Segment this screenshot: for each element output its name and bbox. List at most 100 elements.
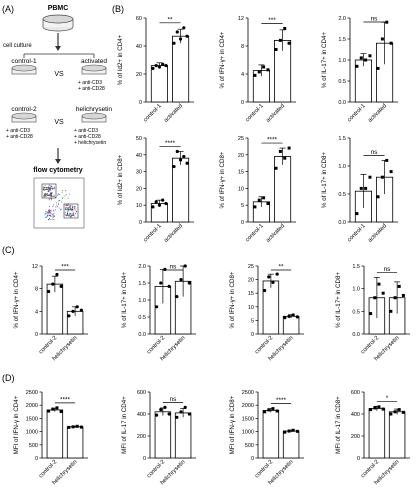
y-tick-label: 1.0 (138, 298, 146, 304)
y-tick-label: 10 (248, 305, 254, 311)
data-point (381, 407, 385, 411)
flow-dot (70, 214, 72, 216)
flow-dot (72, 210, 74, 212)
helichrysetin-note-1: + anti-CD3 (74, 128, 98, 134)
flow-dot (52, 196, 54, 198)
flow-dot (72, 214, 74, 216)
y-tick-label: 0 (35, 456, 38, 462)
flow-dot (53, 196, 55, 198)
data-point (401, 410, 405, 414)
flow-dot (66, 212, 68, 214)
significance-label: ** (278, 264, 284, 271)
flow-dot (45, 196, 47, 197)
flow-dot (65, 194, 67, 196)
data-point (253, 73, 257, 77)
bar-control-2 (368, 408, 386, 459)
chart-b5: 0 5 10 15 20 25 % of IFN-γ+ in CD8+ control-1 ac… (219, 136, 296, 244)
activated-label: activated (81, 58, 107, 65)
petri-dish-control-1 (11, 64, 37, 75)
category-label: control-2 (38, 335, 58, 355)
flow-dot (49, 190, 51, 192)
flow-dot (55, 206, 57, 208)
helichrysetin-label: helichrysetin (76, 106, 113, 113)
bar-activated (273, 156, 292, 223)
flow-dot (49, 194, 51, 196)
flow-dot (49, 214, 51, 216)
flow-dot (72, 205, 73, 207)
vs-label-1: VS (54, 71, 64, 78)
data-point (385, 20, 389, 24)
flow-dot (49, 218, 50, 220)
data-point (55, 272, 59, 277)
y-tick-label: 15 (238, 170, 244, 176)
y-tick-label: 0.5 (138, 315, 146, 321)
panel-label-c: (C) (2, 245, 15, 255)
data-point (275, 409, 279, 413)
data-point (75, 305, 79, 309)
data-point (183, 264, 187, 268)
data-point (178, 158, 183, 162)
data-point (155, 413, 159, 417)
schematic-panel-a: PBMC cell culture control-1 activated VS… (3, 5, 113, 229)
flow-dot (69, 205, 71, 207)
flow-dot (67, 208, 69, 210)
y-axis-label: % of IFN-γ+ in CD8+ (219, 151, 226, 208)
flow-dot (45, 189, 47, 191)
data-point (287, 146, 291, 150)
data-point (266, 68, 270, 72)
data-point (287, 314, 291, 318)
flow-dot (48, 195, 49, 196)
data-point (377, 405, 381, 409)
flow-dot (57, 203, 59, 205)
flow-dot (67, 210, 69, 212)
y-tick-label: 20 (248, 278, 254, 284)
significance-label: **** (60, 396, 71, 403)
flow-dot (73, 215, 75, 217)
flow-dot (70, 209, 72, 211)
bar-control-1 (150, 65, 168, 103)
data-point (355, 64, 359, 68)
flow-dot (68, 204, 70, 206)
category-label: control-1 (347, 223, 367, 243)
flow-dot (56, 204, 58, 206)
y-tick-label: 2000 (26, 403, 38, 409)
flow-dot (64, 195, 66, 197)
data-point (257, 198, 261, 202)
data-point (179, 278, 183, 282)
flow-dot (61, 201, 63, 203)
chart-d1: 0 500 1000 1500 2000 2500 MFI of IFN-γ in CD4+… (13, 390, 88, 486)
flow-dot (46, 214, 48, 216)
y-axis-label: % of IFN-γ+ in CD4+ (13, 271, 20, 328)
data-point (274, 48, 278, 51)
data-point (287, 41, 291, 45)
y-tick-label: 10 (136, 203, 142, 209)
data-point (359, 56, 363, 60)
data-point (385, 158, 389, 162)
category-label: activated (265, 103, 286, 124)
data-point (161, 198, 165, 202)
flow-dot (64, 209, 66, 211)
flow-dot (75, 213, 77, 215)
y-tick-label: 40 (136, 153, 142, 159)
flow-dot (44, 196, 46, 198)
control-2-note-2: + anti-CD28 (6, 134, 33, 140)
data-point (389, 41, 393, 45)
bar-control-2 (262, 410, 280, 459)
data-point (185, 34, 189, 38)
pbmc-label: PBMC (48, 5, 69, 12)
y-tick-label: 60 (136, 16, 142, 22)
flow-cytometry-label: flow cytometry (33, 167, 83, 174)
y-tick-label: 0 (357, 456, 360, 462)
data-point (79, 425, 83, 429)
y-tick-label: 20 (238, 153, 244, 159)
flow-dot (64, 211, 66, 213)
flow-dot (56, 205, 58, 207)
data-point (266, 202, 270, 206)
data-point (368, 175, 372, 179)
flow-dot (67, 213, 69, 215)
flow-dot (49, 188, 51, 190)
flow-dot (47, 211, 48, 213)
flow-dot (50, 216, 52, 218)
